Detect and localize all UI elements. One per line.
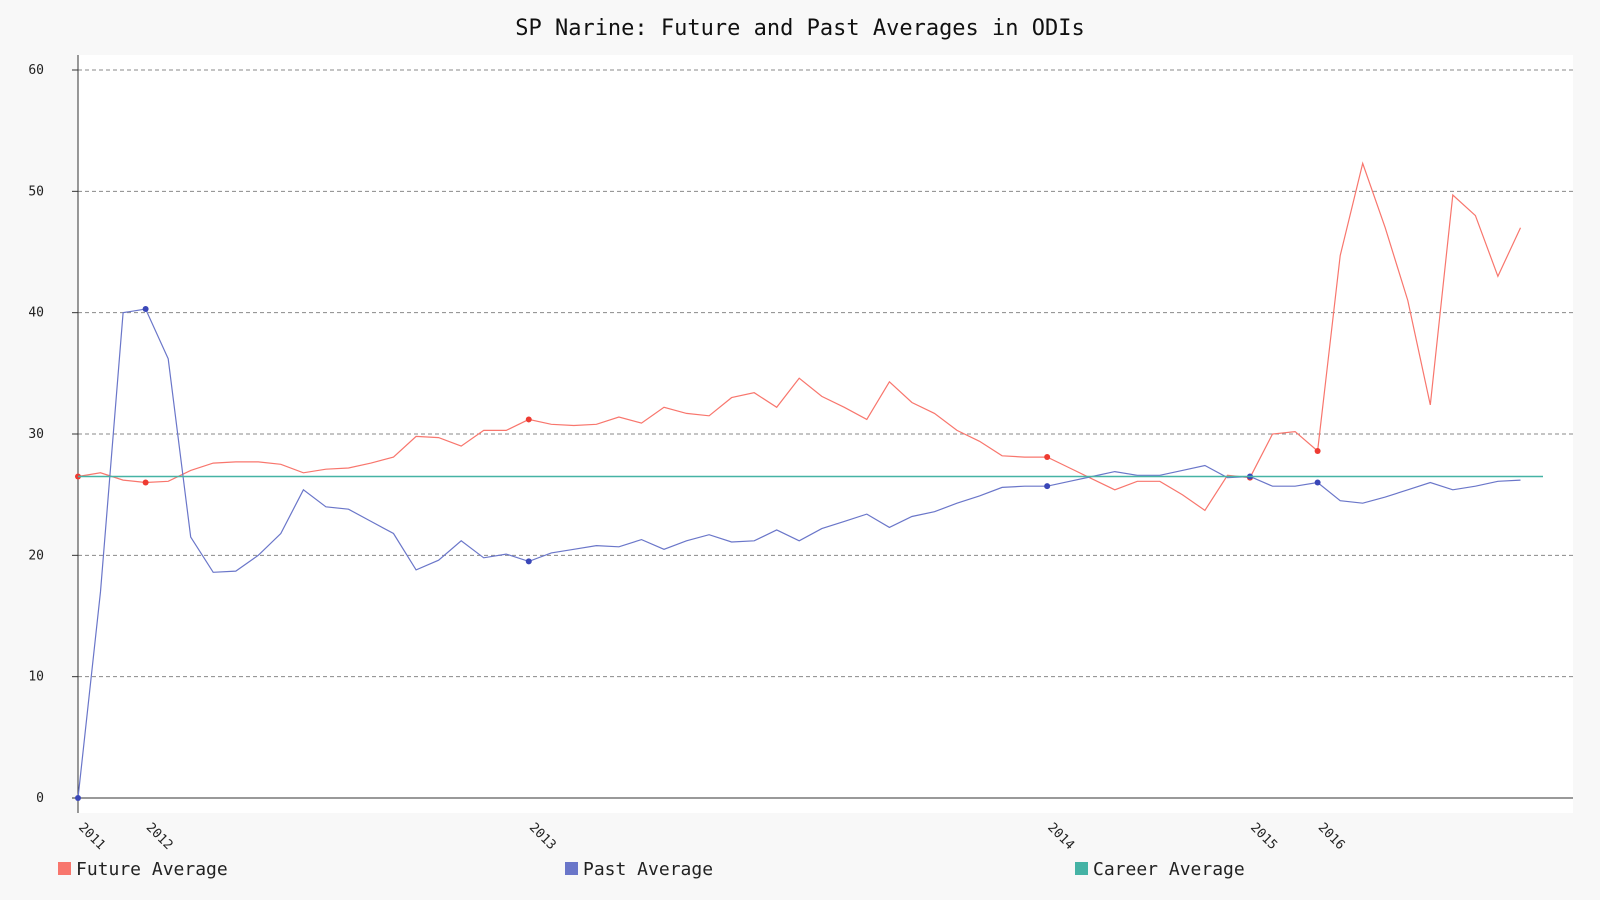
y-tick-labels: 0 10 20 30 40 50 60 (28, 63, 78, 806)
y-tick-label: 40 (28, 306, 44, 321)
legend-label-future-average: Future Average (76, 859, 228, 880)
past-average-point (1314, 479, 1321, 486)
legend-swatch-future-average (58, 862, 71, 875)
x-tick-label: 2016 (1315, 820, 1348, 853)
legend-swatch-past-average (565, 862, 578, 875)
legend: Future Average Past Average Career Average (58, 859, 1245, 880)
future-average-line (77, 161, 1522, 512)
past-average-line (77, 308, 1521, 799)
past-average-point (1044, 483, 1051, 490)
legend-label-past-average: Past Average (583, 859, 713, 880)
series-layer (75, 161, 1543, 801)
future-average-point (1044, 454, 1051, 461)
x-tick-label: 2014 (1044, 820, 1077, 853)
y-tick-label: 30 (28, 427, 44, 442)
y-tick-label: 0 (36, 791, 44, 806)
y-tick-label: 20 (28, 548, 44, 563)
y-tick-label: 60 (28, 63, 44, 78)
future-average-point (142, 479, 149, 486)
past-average-point (75, 795, 81, 801)
x-tick-labels: 2011 2012 2013 2014 2015 2016 (75, 820, 1347, 853)
future-average-point (525, 416, 532, 423)
future-average-point (1314, 447, 1321, 454)
x-tick-label: 2011 (75, 820, 108, 853)
chart-title: SP Narine: Future and Past Averages in O… (515, 16, 1085, 41)
x-tick-label: 2015 (1247, 820, 1280, 853)
legend-label-career-average: Career Average (1093, 859, 1245, 880)
y-tick-label: 50 (28, 184, 44, 199)
x-tick-label: 2012 (143, 820, 176, 853)
past-average-point (142, 306, 149, 313)
past-average-point (525, 558, 532, 565)
plot-area (78, 55, 1573, 813)
x-tick-label: 2013 (526, 820, 559, 853)
y-tick-label: 10 (28, 670, 44, 685)
legend-swatch-career-average (1075, 862, 1088, 875)
